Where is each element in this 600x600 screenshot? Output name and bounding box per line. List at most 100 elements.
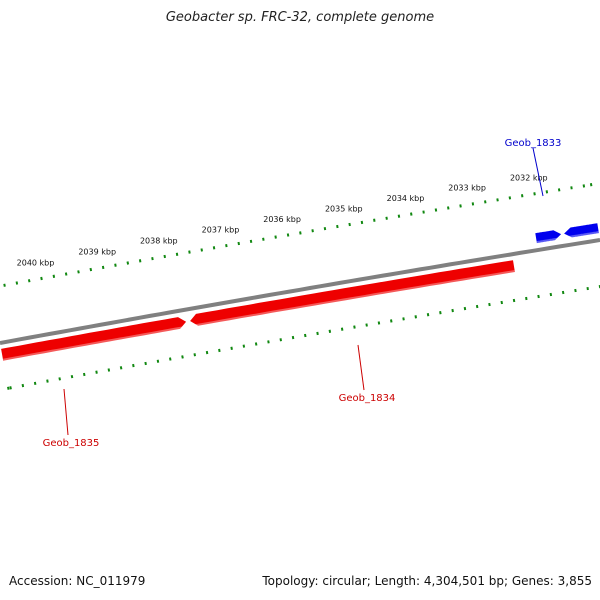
minor-tick [144, 361, 147, 366]
minor-tick [397, 214, 401, 218]
minor-tick [3, 283, 6, 287]
gene-label-geob-1834[interactable]: Geob_1834 [339, 393, 396, 404]
backbone-layer [0, 238, 600, 345]
minor-tick [46, 379, 49, 383]
minor-tick [267, 340, 270, 344]
minor-tick [89, 267, 93, 272]
genome-backbone [0, 238, 600, 345]
minor-tick [500, 300, 503, 305]
minor-tick [390, 319, 393, 323]
label-layer: 2032 kbp 2033 kbp 2034 kbp 2035 kbp 2036 kbp… [17, 138, 562, 449]
minor-tick [340, 327, 344, 331]
minor-tick [463, 306, 467, 311]
gene-geob-1832-partial-shade [564, 231, 600, 241]
minor-tick [304, 333, 307, 338]
inner-tick-ring [7, 285, 600, 390]
gene-layer [1, 223, 600, 363]
minor-tick [107, 368, 111, 372]
minor-tick [40, 276, 43, 281]
minor-tick [451, 308, 454, 313]
minor-tick [9, 386, 12, 390]
minor-tick [496, 198, 499, 202]
minor-tick [410, 212, 413, 216]
minor-tick [77, 270, 80, 274]
minor-tick [58, 377, 61, 381]
minor-tick [537, 294, 540, 299]
gene-label-geob-1834-leader [357, 344, 365, 391]
minor-tick [512, 298, 516, 303]
minor-tick [200, 248, 203, 252]
gene-geob-1833-arrow[interactable] [535, 230, 562, 244]
minor-tick [230, 346, 233, 350]
minor-tick [83, 372, 86, 377]
minor-tick [439, 311, 442, 315]
minor-tick [163, 254, 166, 259]
tick-label: 2037 kbp [202, 226, 240, 235]
minor-tick [328, 329, 332, 333]
minor-tick [484, 200, 487, 204]
minor-tick [336, 224, 339, 229]
minor-tick [119, 366, 123, 370]
gene-geob-1835-arrow[interactable] [1, 317, 187, 361]
gene-label-geob-1833[interactable]: Geob_1833 [505, 138, 562, 149]
tick-label: 2039 kbp [78, 247, 116, 256]
minor-tick [212, 246, 216, 250]
tick-label: 2032 kbp [510, 174, 548, 183]
gene-geob-1833[interactable] [535, 230, 563, 246]
minor-tick [311, 229, 314, 233]
gene-label-geob-1835[interactable]: Geob_1835 [43, 438, 100, 449]
minor-tick [64, 272, 68, 276]
minor-tick [132, 363, 135, 368]
gene-geob-1833-shade [536, 237, 563, 246]
gene-geob-1834-arrow[interactable] [190, 260, 515, 326]
minor-tick [488, 302, 491, 307]
minor-tick [21, 383, 25, 388]
tick-label: 2035 kbp [325, 204, 363, 213]
gene-geob-1835-shade [2, 325, 188, 363]
tick-label: 2034 kbp [387, 194, 425, 203]
minor-tick [557, 188, 561, 192]
genome-summary: Topology: circular; Length: 4,304,501 bp… [262, 574, 592, 588]
gene-geob-1835[interactable] [1, 317, 188, 363]
tick-label: 2038 kbp [140, 236, 178, 245]
minor-tick [353, 325, 356, 329]
minor-tick [549, 292, 553, 297]
minor-tick [188, 250, 191, 254]
minor-tick [205, 350, 209, 355]
minor-tick [70, 374, 74, 379]
minor-tick [242, 344, 246, 348]
outer-tick-ring [3, 183, 593, 287]
minor-tick [561, 290, 565, 295]
minor-tick [360, 220, 364, 225]
minor-tick [262, 237, 265, 241]
tick-label: 2033 kbp [448, 184, 486, 193]
minor-tick [218, 348, 221, 353]
minor-tick [426, 313, 430, 317]
minor-tick [365, 323, 368, 327]
minor-tick [316, 331, 319, 336]
minor-tick [323, 227, 327, 231]
minor-tick [126, 261, 130, 265]
minor-tick [95, 370, 98, 374]
minor-tick [574, 288, 577, 293]
minor-tick [52, 274, 56, 278]
minor-tick [193, 353, 196, 357]
minor-tick [299, 231, 302, 235]
gene-geob-1832-partial[interactable] [564, 223, 600, 241]
gene-geob-1832-partial-arrow[interactable] [564, 223, 599, 238]
minor-tick [33, 381, 37, 385]
minor-tick [475, 304, 479, 309]
minor-tick [291, 335, 295, 340]
minor-tick [545, 190, 549, 194]
minor-tick [237, 241, 240, 246]
gene-geob-1834-shade [190, 270, 516, 329]
minor-tick [589, 183, 593, 187]
minor-tick [101, 265, 105, 270]
gene-geob-1834[interactable] [190, 260, 516, 329]
gene-label-geob-1833-leader [532, 147, 544, 197]
minor-tick [434, 208, 438, 212]
minor-tick [15, 281, 19, 285]
minor-tick [225, 244, 228, 248]
